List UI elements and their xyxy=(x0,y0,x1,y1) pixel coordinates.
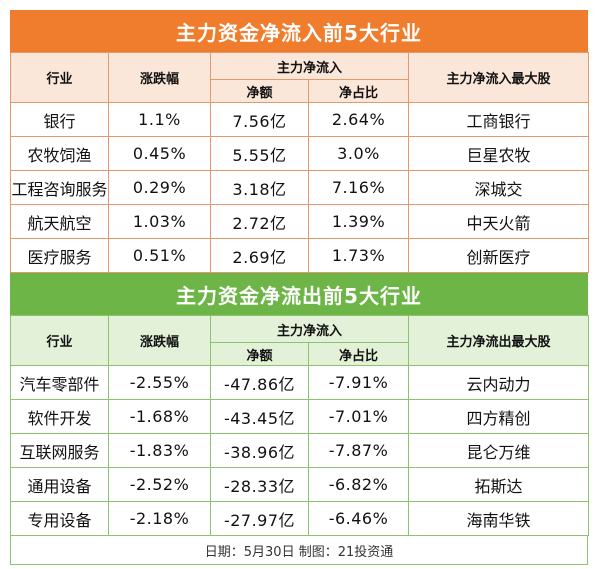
top-stock-cell: 创新医疗 xyxy=(408,238,590,273)
inflow-header-row: 行业 涨跌幅 主力净流入 主力净流入最大股 xyxy=(10,52,590,103)
industry-cell: 互联网服务 xyxy=(10,433,109,468)
table-row: 航天航空 1.03% 2.72亿 1.39% 中天火箭 xyxy=(10,204,590,239)
header-top-stock: 主力净流入最大股 xyxy=(408,52,590,103)
industry-cell: 工程咨询服务 xyxy=(10,170,109,205)
net-ratio-cell: -7.91% xyxy=(307,365,410,400)
top-stock-cell: 巨星农牧 xyxy=(408,136,590,171)
table-row: 工程咨询服务 0.29% 3.18亿 7.16% 深城交 xyxy=(10,170,590,205)
net-ratio-cell: 1.73% xyxy=(307,238,410,273)
net-ratio-cell: -7.01% xyxy=(307,399,410,434)
net-ratio-cell: 3.0% xyxy=(307,136,410,171)
net-amount-cell: -47.86亿 xyxy=(210,365,309,400)
top-stock-cell: 昆仑万维 xyxy=(408,433,590,468)
top-stock-cell: 四方精创 xyxy=(408,399,590,434)
net-amount-cell: -43.45亿 xyxy=(210,399,309,434)
industry-cell: 农牧饲渔 xyxy=(10,136,109,171)
inflow-table: 行业 涨跌幅 主力净流入 主力净流入最大股 净额 净占比 银行 1.1% 7.56亿… xyxy=(10,52,590,273)
top-stock-cell: 海南华铁 xyxy=(408,501,590,536)
outflow-header-row: 行业 涨跌幅 主力净流入 主力净流出最大股 xyxy=(10,315,590,366)
table-row: 互联网服务 -1.83% -38.96亿 -7.87% 昆仑万维 xyxy=(10,433,590,468)
table-row: 农牧饲渔 0.45% 5.55亿 3.0% 巨星农牧 xyxy=(10,136,590,171)
table-row: 软件开发 -1.68% -43.45亿 -7.01% 四方精创 xyxy=(10,399,590,434)
net-amount-cell: 2.69亿 xyxy=(210,238,309,273)
net-ratio-cell: 1.39% xyxy=(307,204,410,239)
net-ratio-cell: 7.16% xyxy=(307,170,410,205)
outflow-subheader-row: 净额 净占比 xyxy=(11,342,589,366)
net-amount-cell: 3.18亿 xyxy=(210,170,309,205)
outflow-table: 行业 涨跌幅 主力净流入 主力净流出最大股 净额 净占比 汽车零部件 -2.55%… xyxy=(10,315,590,536)
change-cell: 0.29% xyxy=(108,170,211,205)
net-ratio-cell: -6.46% xyxy=(307,501,410,536)
change-cell: 1.03% xyxy=(108,204,211,239)
top-stock-cell: 拓斯达 xyxy=(408,467,590,502)
change-cell: -1.68% xyxy=(108,399,211,434)
change-cell: 1.1% xyxy=(108,102,211,137)
change-cell: 0.45% xyxy=(108,136,211,171)
change-cell: 0.51% xyxy=(108,238,211,273)
inflow-rows: 银行 1.1% 7.56亿 2.64% 工商银行 农牧饲渔 0.45% 5.55亿 3.0% 巨星… xyxy=(10,102,590,273)
industry-cell: 医疗服务 xyxy=(10,238,109,273)
top-stock-cell: 深城交 xyxy=(408,170,590,205)
header-top-stock: 主力净流出最大股 xyxy=(408,315,590,366)
top-stock-cell: 中天火箭 xyxy=(408,204,590,239)
industry-cell: 汽车零部件 xyxy=(10,365,109,400)
net-ratio-cell: -7.87% xyxy=(307,433,410,468)
net-amount-cell: 5.55亿 xyxy=(210,136,309,171)
net-amount-cell: -27.97亿 xyxy=(210,501,309,536)
industry-cell: 专用设备 xyxy=(10,501,109,536)
fund-flow-panel: 主力资金净流入前5大行业 行业 涨跌幅 主力净流入 主力净流入最大股 净额 净占… xyxy=(10,10,590,565)
industry-cell: 软件开发 xyxy=(10,399,109,434)
top-stock-cell: 工商银行 xyxy=(408,102,590,137)
net-amount-cell: 7.56亿 xyxy=(210,102,309,137)
change-cell: -2.18% xyxy=(108,501,211,536)
header-net-amount: 净额 xyxy=(210,79,309,103)
header-industry: 行业 xyxy=(10,52,109,103)
inflow-title: 主力资金净流入前5大行业 xyxy=(10,10,588,52)
table-row: 银行 1.1% 7.56亿 2.64% 工商银行 xyxy=(10,102,590,137)
change-cell: -2.55% xyxy=(108,365,211,400)
header-net-amount: 净额 xyxy=(210,342,309,366)
industry-cell: 航天航空 xyxy=(10,204,109,239)
table-row: 通用设备 -2.52% -28.33亿 -6.82% 拓斯达 xyxy=(10,467,590,502)
header-change: 涨跌幅 xyxy=(108,315,211,366)
header-change: 涨跌幅 xyxy=(108,52,211,103)
industry-cell: 银行 xyxy=(10,102,109,137)
net-amount-cell: -38.96亿 xyxy=(210,433,309,468)
header-netflow-group: 主力净流入 xyxy=(209,315,410,343)
top-stock-cell: 云内动力 xyxy=(408,365,590,400)
net-ratio-cell: -6.82% xyxy=(307,467,410,502)
net-amount-cell: -28.33亿 xyxy=(210,467,309,502)
header-netflow-group: 主力净流入 xyxy=(209,52,410,80)
header-industry: 行业 xyxy=(10,315,109,366)
outflow-title: 主力资金净流出前5大行业 xyxy=(10,273,588,315)
net-ratio-cell: 2.64% xyxy=(307,102,410,137)
outflow-rows: 汽车零部件 -2.55% -47.86亿 -7.91% 云内动力 软件开发 -1.68% -4… xyxy=(10,365,590,536)
footer-caption: 日期：5月30日 制图：21投资通 xyxy=(10,536,588,565)
change-cell: -1.83% xyxy=(108,433,211,468)
header-net-ratio: 净占比 xyxy=(307,79,410,103)
header-net-ratio: 净占比 xyxy=(307,342,410,366)
table-row: 专用设备 -2.18% -27.97亿 -6.46% 海南华铁 xyxy=(10,501,590,536)
net-amount-cell: 2.72亿 xyxy=(210,204,309,239)
table-row: 医疗服务 0.51% 2.69亿 1.73% 创新医疗 xyxy=(10,238,590,273)
industry-cell: 通用设备 xyxy=(10,467,109,502)
table-row: 汽车零部件 -2.55% -47.86亿 -7.91% 云内动力 xyxy=(10,365,590,400)
change-cell: -2.52% xyxy=(108,467,211,502)
